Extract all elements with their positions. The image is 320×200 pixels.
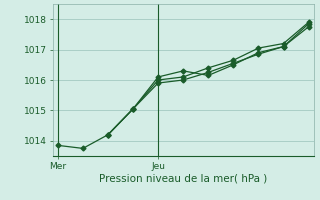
X-axis label: Pression niveau de la mer( hPa ): Pression niveau de la mer( hPa ) <box>99 173 267 183</box>
